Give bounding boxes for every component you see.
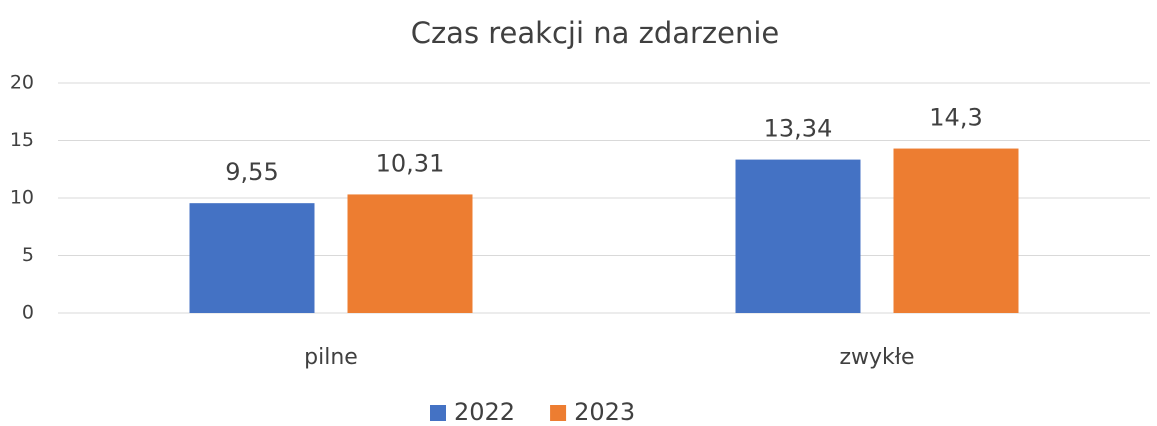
bar <box>347 194 473 313</box>
data-label: 14,3 <box>929 104 982 132</box>
bar <box>735 159 861 313</box>
chart-title: Czas reakcji na zdarzenie <box>411 16 780 50</box>
bar <box>189 203 315 313</box>
bar <box>893 148 1019 313</box>
y-tick-label: 10 <box>10 187 34 209</box>
y-tick-label: 15 <box>10 129 34 151</box>
legend-label: 2022 <box>454 398 515 426</box>
x-tick-label: pilne <box>304 345 358 370</box>
y-tick-label: 20 <box>10 72 34 94</box>
legend-swatch <box>550 405 567 421</box>
data-label: 13,34 <box>764 115 833 143</box>
data-label: 9,55 <box>225 158 278 186</box>
y-tick-label: 0 <box>22 302 34 324</box>
legend-swatch <box>430 405 446 421</box>
y-tick-label: 5 <box>22 244 34 266</box>
legend-label: 2023 <box>574 398 635 426</box>
x-tick-label: zwykłe <box>839 345 914 370</box>
data-label: 10,31 <box>376 149 445 177</box>
